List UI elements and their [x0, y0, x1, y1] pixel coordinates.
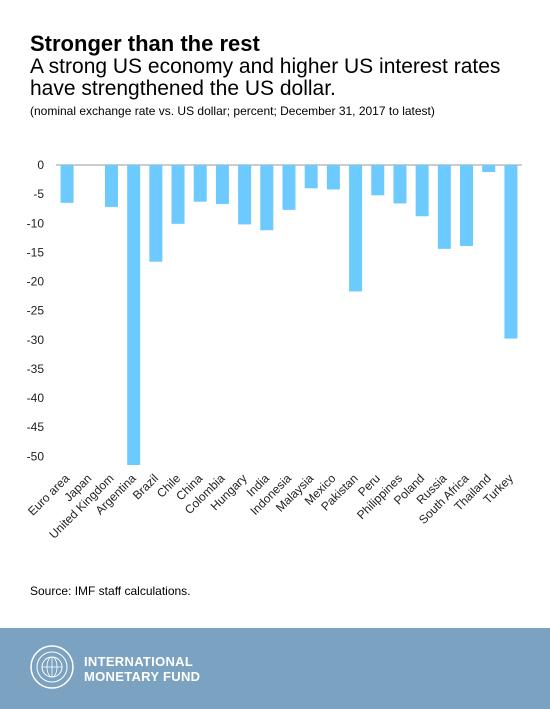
bar-euro-area	[60, 165, 74, 203]
bar-brazil	[149, 165, 163, 262]
bar-pakistan	[349, 165, 363, 292]
bar-colombia	[215, 165, 229, 205]
y-tick-label: -45	[27, 420, 45, 434]
bar-hungary	[238, 165, 252, 225]
imf-seal-icon	[30, 645, 74, 689]
bar-malaysia	[304, 165, 318, 189]
bars-group	[60, 165, 518, 465]
bar-peru	[371, 165, 385, 196]
bar-russia	[437, 165, 451, 249]
bar-indonesia	[282, 165, 296, 210]
bar-south-africa	[460, 165, 474, 246]
bar-india	[260, 165, 274, 231]
brand-line-1: INTERNATIONAL	[84, 654, 194, 669]
y-tick-label: -25	[27, 304, 45, 318]
y-tick-label: 0	[37, 158, 44, 172]
x-tick-label: Brazil	[130, 471, 161, 502]
y-tick-label: -15	[27, 245, 45, 259]
y-tick-label: -40	[27, 391, 45, 405]
chart-subtitle: A strong US economy and higher US intere…	[30, 55, 501, 100]
y-axis: 0 -5 -10 -15 -20 -25 -30 -35 -40 -45 -50	[27, 158, 45, 463]
bar-united-kingdom	[104, 165, 118, 207]
bar-philippines	[393, 165, 407, 204]
y-tick-label: -50	[27, 449, 45, 463]
source-note: Source: IMF staff calculations.	[30, 584, 191, 598]
bar-chart: 0 -5 -10 -15 -20 -25 -30 -35 -40 -45 -50 Euro area…	[25, 158, 522, 542]
y-tick-label: -10	[27, 216, 45, 230]
bar-china	[193, 165, 207, 202]
chart-title: Stronger than the rest	[30, 31, 260, 56]
footer-banner: INTERNATIONAL MONETARY FUND	[0, 628, 550, 709]
y-tick-label: -5	[33, 187, 44, 201]
y-tick-label: -30	[27, 333, 45, 347]
bar-thailand	[482, 165, 496, 172]
bar-turkey	[504, 165, 518, 339]
y-tick-label: -20	[27, 275, 45, 289]
bar-mexico	[326, 165, 340, 190]
bar-poland	[415, 165, 429, 217]
bar-argentina	[127, 165, 141, 465]
brand-line-2: MONETARY FUND	[84, 669, 201, 684]
bar-chile	[171, 165, 185, 224]
y-tick-label: -35	[27, 362, 45, 376]
chart-note: (nominal exchange rate vs. US dollar; pe…	[30, 104, 435, 118]
imf-brand: INTERNATIONAL MONETARY FUND	[84, 654, 200, 684]
